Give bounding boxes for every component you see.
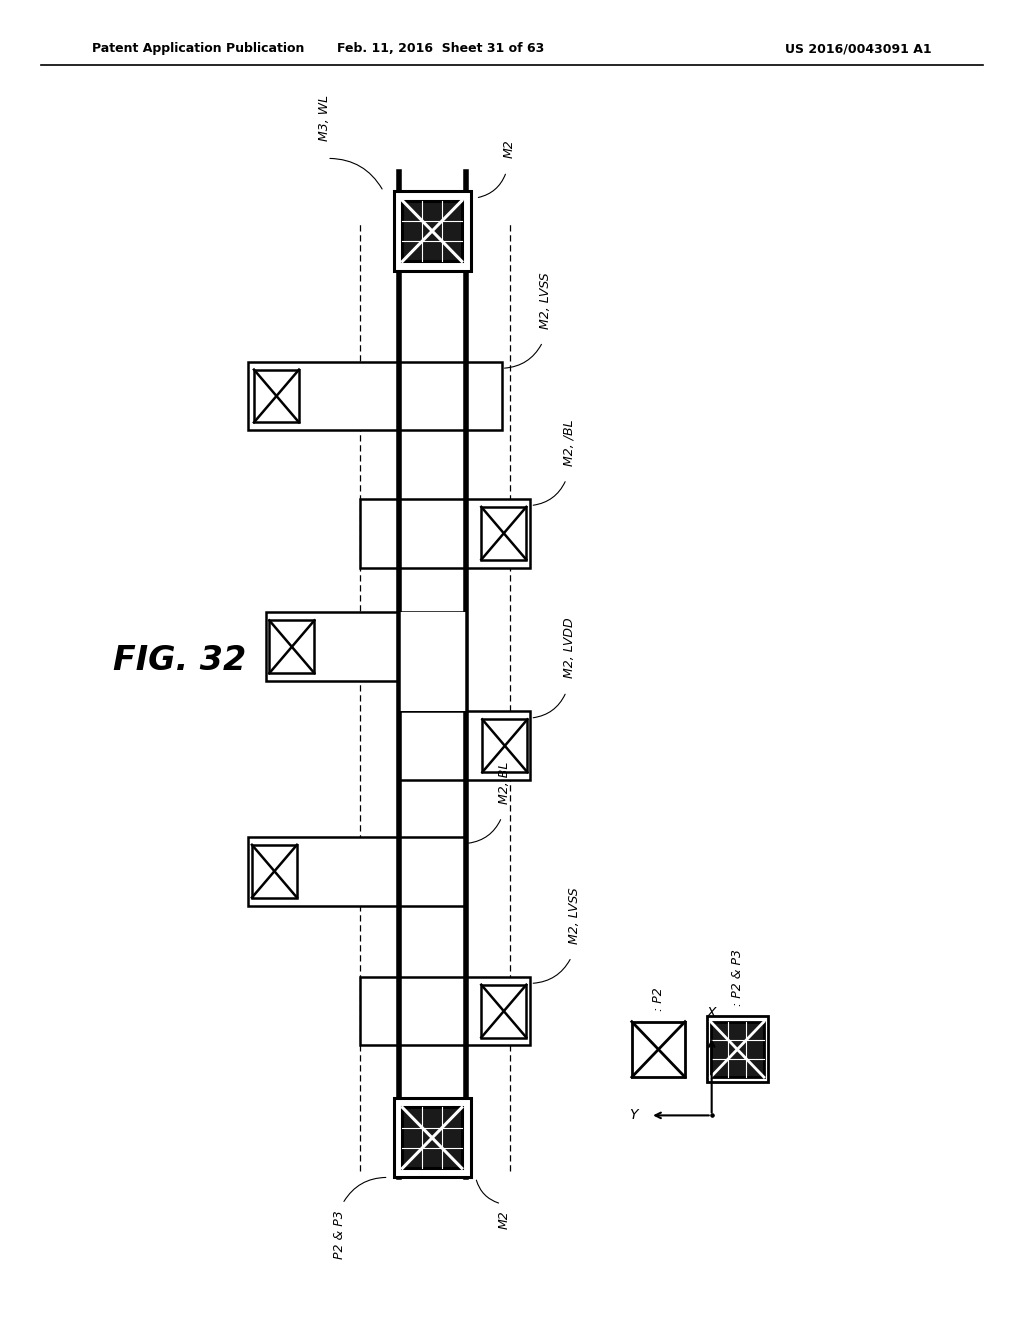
Bar — [254, 370, 299, 422]
Text: M2: M2 — [503, 140, 516, 158]
Text: M2: M2 — [498, 1210, 511, 1229]
Bar — [481, 985, 526, 1038]
Bar — [393, 191, 471, 271]
Bar — [269, 620, 314, 673]
Text: Feb. 11, 2016  Sheet 31 of 63: Feb. 11, 2016 Sheet 31 of 63 — [337, 42, 544, 55]
Text: M2, LVSS: M2, LVSS — [568, 887, 581, 944]
Text: M2, LVSS: M2, LVSS — [540, 272, 552, 329]
Bar — [632, 1022, 685, 1077]
Text: : P2 & P3: : P2 & P3 — [731, 949, 743, 1006]
Text: X: X — [707, 1006, 717, 1020]
Bar — [482, 719, 527, 772]
Text: Y: Y — [630, 1109, 638, 1122]
Text: M2, /BL: M2, /BL — [563, 420, 575, 466]
Text: M3, WL: M3, WL — [317, 95, 331, 141]
Bar — [248, 837, 466, 906]
Bar — [252, 845, 297, 898]
Bar — [711, 1022, 764, 1077]
Text: P2 & P3: P2 & P3 — [333, 1210, 346, 1259]
Bar — [402, 201, 462, 261]
Text: M2, LVDD: M2, LVDD — [563, 618, 575, 678]
Bar — [399, 711, 530, 780]
Bar — [481, 507, 526, 560]
Bar — [266, 612, 466, 681]
Bar — [360, 977, 530, 1045]
Text: FIG. 32: FIG. 32 — [113, 644, 246, 676]
Text: M2, BL: M2, BL — [499, 762, 511, 804]
Bar — [393, 1098, 471, 1177]
Bar — [707, 1016, 768, 1082]
Text: Patent Application Publication: Patent Application Publication — [92, 42, 304, 55]
Bar — [399, 612, 466, 711]
Bar — [248, 362, 502, 430]
Text: : P2: : P2 — [652, 987, 665, 1011]
Bar — [360, 499, 530, 568]
Bar — [402, 1107, 462, 1168]
Text: US 2016/0043091 A1: US 2016/0043091 A1 — [785, 42, 932, 55]
